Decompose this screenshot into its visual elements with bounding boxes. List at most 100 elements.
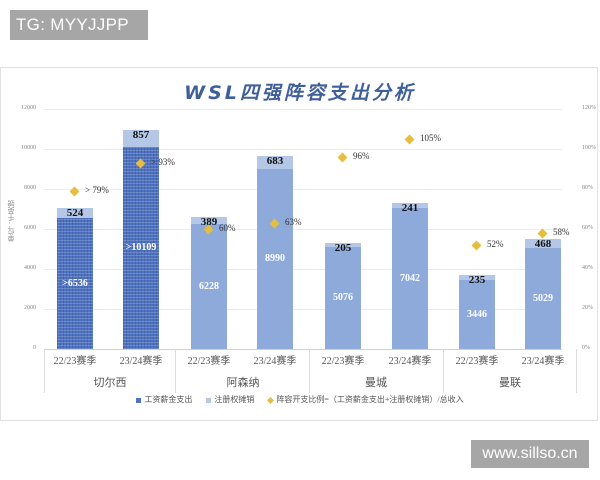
legend-label: 注册权摊销 [214,395,255,404]
stacked-bar [525,239,561,349]
bar-segment-amortization [123,129,159,147]
gridline [44,229,562,230]
category-label: 22/23赛季 [187,356,231,367]
y-tick: 6000 [24,225,36,231]
y2-tick: 80% [582,185,593,191]
bar-segment-salary [392,208,428,349]
salary-value-label: 5029 [533,292,553,304]
y2-tick: 40% [582,265,593,271]
category-label: 23/24赛季 [119,356,163,367]
chart-legend: 工资薪金支出 注册权摊销 阵容开支比例=（工资薪金支出+注册权摊销）/总收入 [0,394,600,405]
amortization-value-label: 241 [401,202,419,215]
gridline [44,309,562,310]
stacked-bar [325,243,361,349]
bar-segment-salary [191,224,227,349]
y-axis-label: 单位：千英镑 [7,200,15,242]
y-tick: 2000 [24,305,36,311]
gridline [44,189,562,190]
salary-value-label: 5076 [333,292,353,304]
ratio-value-label: 58% [553,227,570,237]
y2-tick: 0% [582,345,590,351]
group-separator [576,349,577,393]
bar-segment-salary [325,247,361,349]
y2-tick: 60% [582,225,593,231]
amortization-value-label: 683 [266,154,284,167]
category-label: 22/23赛季 [321,356,365,367]
bar-segment-amortization [459,275,495,281]
amortization-value-label: 205 [334,242,352,255]
salary-value-label: >6536 [62,277,88,289]
legend-swatch-icon [206,397,212,403]
ratio-value-label: > 93% [151,157,175,167]
bar-segment-amortization [525,239,561,249]
bar-segment-salary [123,146,159,349]
ratio-value-label: 105% [420,133,441,143]
y-tick: 10000 [21,145,36,151]
bar-segment-amortization [191,216,227,225]
group-separator [44,349,45,393]
salary-value-label: 8990 [265,253,285,265]
category-label: 23/24赛季 [253,356,297,367]
bar-segment-salary [257,169,293,349]
stacked-bar [392,203,428,349]
group-separator [175,349,176,393]
legend-item-amortization: 注册权摊销 [206,395,254,404]
ratio-value-label: 52% [487,239,504,249]
salary-value-label: >10109 [125,241,157,253]
bar-segment-amortization [257,155,293,170]
category-label: 22/23赛季 [455,356,499,367]
category-label: 23/24赛季 [388,356,432,367]
ratio-value-label: 63% [285,217,302,227]
amortization-value-label: 524 [66,206,84,219]
amortization-value-label: 468 [534,238,552,251]
group-label-manutd: 曼联 [499,377,521,389]
y2-tick: 100% [582,145,596,151]
salary-value-label: 7042 [400,272,420,284]
ratio-value-label: 60% [219,223,236,233]
legend-swatch-icon [136,397,142,403]
bar-segment-amortization [392,203,428,209]
chart-frame [0,67,598,421]
y-tick: 0 [33,345,36,351]
group-label-chelsea: 切尔西 [93,377,127,389]
group-separator [309,349,310,393]
group-label-arsenal: 阿森纳 [226,377,260,389]
y-tick: 8000 [24,185,36,191]
bar-segment-amortization [325,243,361,248]
chart-title: WSL四强阵容支出分析 [184,82,416,104]
legend-label: 工资薪金支出 [144,395,193,404]
amortization-value-label: 857 [132,128,150,141]
ratio-value-label: 96% [353,151,370,161]
y-tick: 4000 [24,265,36,271]
legend-item-salary: 工资薪金支出 [136,395,192,404]
watermark-bottom-right: www.sillso.cn [471,440,589,468]
legend-item-ratio: 阵容开支比例=（工资薪金支出+注册权摊销）/总收入 [267,395,464,404]
gridline [44,109,562,110]
ratio-value-label: > 79% [85,185,109,195]
group-label-mancity: 曼城 [365,377,387,389]
amortization-value-label: 389 [200,215,218,228]
legend-label: 阵容开支比例=（工资薪金支出+注册权摊销）/总收入 [276,395,464,404]
salary-value-label: 6228 [199,280,219,292]
gridline [44,269,562,270]
bar-segment-salary [525,248,561,349]
group-separator [443,349,444,393]
stacked-bar [257,155,293,349]
amortization-value-label: 235 [468,274,486,287]
bar-segment-salary [57,218,93,349]
stacked-bar [123,129,159,349]
bar-segment-salary [459,280,495,349]
stacked-bar [191,216,227,349]
category-label: 23/24赛季 [521,356,565,367]
x-axis-line [44,349,562,350]
y-tick: 12000 [21,105,36,111]
category-label: 22/23赛季 [53,356,97,367]
gridline [44,149,562,150]
bar-segment-amortization [57,207,93,219]
legend-diamond-icon [267,396,275,404]
y2-tick: 20% [582,305,593,311]
y2-tick: 120% [582,105,596,111]
stacked-bar [459,275,495,349]
salary-value-label: 3446 [467,308,487,320]
stacked-bar [57,207,93,349]
